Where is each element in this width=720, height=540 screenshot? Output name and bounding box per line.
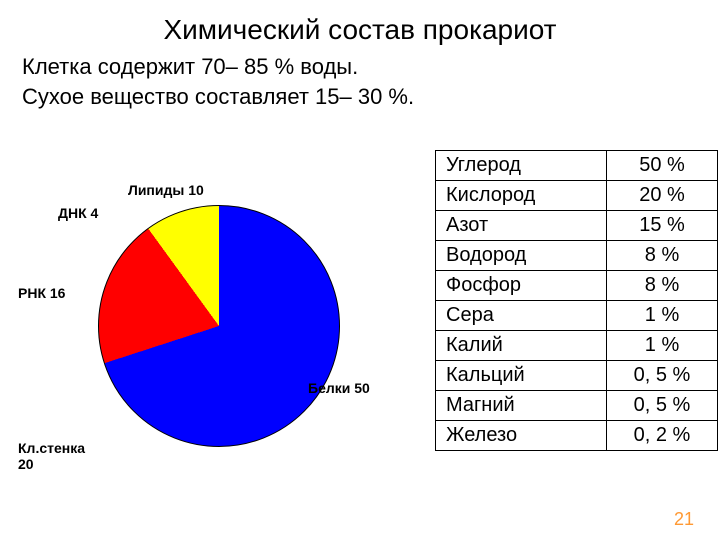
- pie-label-belki: Белки 50: [308, 380, 370, 396]
- table-row: Кислород20 %: [436, 181, 718, 211]
- page-title: Химический состав прокариот: [0, 14, 720, 46]
- element-name: Кислород: [436, 181, 607, 211]
- table-row: Калий1 %: [436, 331, 718, 361]
- element-value: 0, 5 %: [607, 391, 718, 421]
- element-name: Магний: [436, 391, 607, 421]
- element-value: 20 %: [607, 181, 718, 211]
- element-value: 0, 5 %: [607, 361, 718, 391]
- table-row: Сера1 %: [436, 301, 718, 331]
- table-row: Углерод50 %: [436, 151, 718, 181]
- pie-label-rnk: РНК 16: [18, 285, 65, 301]
- page-number: 21: [674, 509, 694, 530]
- element-value: 0, 2 %: [607, 421, 718, 451]
- element-name: Углерод: [436, 151, 607, 181]
- table-row: Кальций0, 5 %: [436, 361, 718, 391]
- elements-table: Углерод50 %Кислород20 %Азот15 %Водород8 …: [435, 150, 718, 451]
- element-name: Водород: [436, 241, 607, 271]
- element-value: 1 %: [607, 301, 718, 331]
- element-value: 15 %: [607, 211, 718, 241]
- element-value: 8 %: [607, 271, 718, 301]
- element-name: Сера: [436, 301, 607, 331]
- pie-label-lipidy: Липиды 10: [128, 182, 204, 198]
- element-name: Азот: [436, 211, 607, 241]
- element-name: Калий: [436, 331, 607, 361]
- table-row: Водород8 %: [436, 241, 718, 271]
- pie-label-stenka: Кл.стенка 20: [18, 440, 85, 472]
- subtitle-line-2: Сухое вещество составляет 15– 30 %.: [22, 84, 414, 109]
- pie-chart: Белки 50 Кл.стенка 20 РНК 16 ДНК 4 Липид…: [18, 150, 398, 490]
- subtitle: Клетка содержит 70– 85 % воды. Сухое вещ…: [22, 52, 414, 111]
- element-value: 1 %: [607, 331, 718, 361]
- pie-graphic: [98, 205, 340, 447]
- subtitle-line-1: Клетка содержит 70– 85 % воды.: [22, 54, 358, 79]
- table-row: Азот15 %: [436, 211, 718, 241]
- pie-label-dnk: ДНК 4: [58, 205, 98, 221]
- table-row: Фосфор8 %: [436, 271, 718, 301]
- element-value: 8 %: [607, 241, 718, 271]
- table-row: Магний0, 5 %: [436, 391, 718, 421]
- element-name: Кальций: [436, 361, 607, 391]
- element-name: Фосфор: [436, 271, 607, 301]
- table-row: Железо0, 2 %: [436, 421, 718, 451]
- element-value: 50 %: [607, 151, 718, 181]
- element-name: Железо: [436, 421, 607, 451]
